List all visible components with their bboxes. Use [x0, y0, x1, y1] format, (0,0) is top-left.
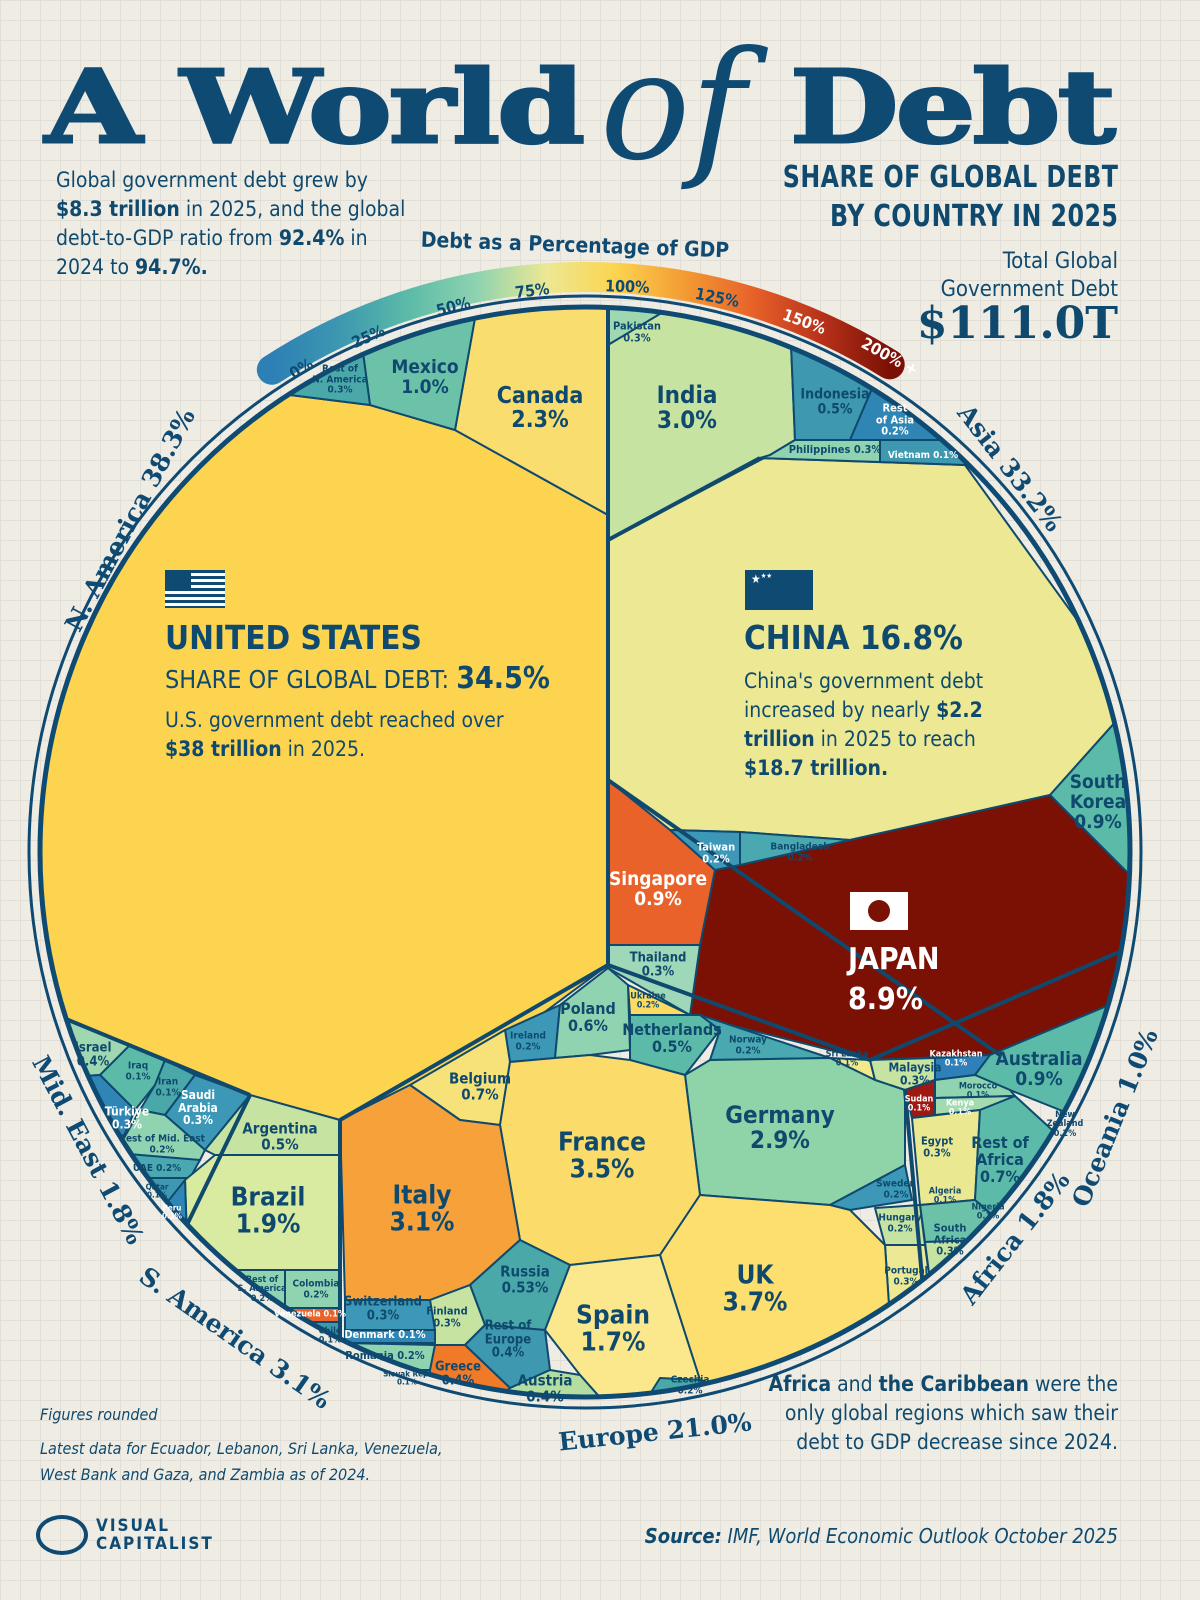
- label-vietnam: Vietnam 0.1%: [887, 449, 959, 461]
- label-iran: Iran 0.1%: [155, 1076, 181, 1098]
- cell-austria: [474, 1369, 621, 1395]
- label-taiwan: Taiwan 0.2%: [696, 840, 736, 865]
- label-slovak-rep-: Slovak Rep. 0.1%: [383, 1369, 431, 1387]
- japan-label: JAPAN 8.9%: [848, 942, 940, 1017]
- label-india: India 3.0%: [656, 380, 718, 434]
- label-italy: Italy 3.1%: [389, 1180, 455, 1238]
- label-netherlands: Netherlands 0.5%: [622, 1020, 722, 1056]
- label-greece: Greece 0.4%: [434, 1359, 482, 1388]
- label-iraq: Iraq 0.1%: [125, 1060, 151, 1082]
- brand-logo: VISUAL CAPITALIST: [36, 1515, 214, 1555]
- label-nigeria: Nigeria 0.1%: [971, 1202, 1005, 1222]
- label-rest-of-mid-east: Rest of Mid. East 0.2%: [119, 1133, 205, 1155]
- label-rest-of-africa: Rest of Africa 0.7%: [971, 1132, 1029, 1186]
- label-israel: Israel 0.4%: [74, 1040, 112, 1069]
- label-hungary: Hungary 0.2%: [878, 1212, 922, 1234]
- legend-color-scale: [256, 262, 905, 385]
- label-canada: Canada 2.3%: [496, 382, 584, 433]
- label-algeria: Algeria 0.1%: [928, 1186, 962, 1206]
- label-ukraine: Ukraine 0.2%: [630, 991, 666, 1011]
- intro-text: Global government debt grew by $8.3 tril…: [56, 168, 406, 279]
- label-colombia: Colombia 0.2%: [292, 1278, 340, 1300]
- label-saudi-arabia: Saudi Arabia 0.3%: [178, 1088, 218, 1128]
- label-rest-of-s-america: Rest of S. America 0.2%: [237, 1274, 287, 1304]
- label-argentina: Argentina 0.5%: [242, 1119, 318, 1153]
- label-spain: Spain 1.7%: [575, 1300, 651, 1358]
- us-flag-icon: [165, 570, 225, 608]
- source: Source: IMF, World Economic Outlook Octo…: [644, 1524, 1118, 1548]
- label-singapore: Singapore 0.9%: [608, 868, 708, 910]
- japan-flag-icon: [850, 892, 908, 930]
- label-egypt: Egypt 0.3%: [920, 1134, 954, 1159]
- label-morocco: Morocco 0.1%: [958, 1081, 998, 1101]
- label-t-rkiye: Türkiye 0.3%: [104, 1104, 150, 1131]
- us-label: UNITED STATES SHARE OF GLOBAL DEBT: 34.5…: [165, 618, 550, 761]
- label-australia: Australia 0.9%: [995, 1048, 1083, 1090]
- legend-tick: 100%: [604, 276, 650, 298]
- label-romania: Romania 0.2%: [345, 1349, 425, 1363]
- total-label: Total Global Government Debt: [940, 249, 1118, 302]
- label-uae: UAE 0.2%: [132, 1162, 182, 1174]
- label-kazakhstan: Kazakhstan 0.1%: [929, 1049, 983, 1069]
- label-uk: UK 3.7%: [722, 1260, 788, 1318]
- callout-text: Africa and the Caribbean were the only g…: [768, 1372, 1119, 1454]
- region-divider: [606, 778, 1002, 1057]
- label-philippines: Philippines 0.3%: [788, 443, 882, 457]
- title-part1: A World: [43, 47, 587, 168]
- label-bangladesh: Bangladesh 0.2%: [770, 841, 830, 863]
- label-ireland: Ireland 0.2%: [510, 1030, 546, 1052]
- label-venezuela: Venezuela 0.1%: [273, 1309, 347, 1320]
- cell-south-korea: [1049, 699, 1128, 901]
- label-czechia: Czechia 0.2%: [670, 1374, 710, 1396]
- circle-outer-ring: [27, 294, 1143, 1410]
- total-value: $111.0T: [916, 298, 1118, 349]
- label-norway: Norway 0.2%: [728, 1034, 768, 1056]
- label-russia: Russia 0.53%: [500, 1262, 550, 1296]
- subtitle: SHARE OF GLOBAL DEBT BY COUNTRY IN 2025: [782, 160, 1118, 234]
- label-indonesia: Indonesia 0.5%: [800, 386, 870, 417]
- label-poland: Poland 0.6%: [560, 999, 616, 1035]
- label-malaysia: Malaysia 0.3%: [888, 1060, 942, 1087]
- label-sudan: Sudan 0.1%: [904, 1094, 934, 1114]
- label-sweden: Sweden 0.2%: [876, 1178, 916, 1200]
- label-thailand: Thailand 0.3%: [629, 950, 687, 979]
- label-pakistan: Pakistan 0.3%: [613, 319, 661, 344]
- circle-border: [37, 304, 1133, 1400]
- label-germany: Germany 2.9%: [725, 1100, 835, 1154]
- label-austria: Austria 0.4%: [517, 1371, 573, 1405]
- footnote-latest-data: Latest data for Ecuador, Lebanon, Sri La…: [40, 1439, 443, 1484]
- label-france: France 3.5%: [557, 1127, 647, 1185]
- label-mexico: Mexico 1.0%: [391, 356, 459, 398]
- cell-bangladesh: [739, 831, 851, 866]
- china-label: CHINA 16.8% China's government debt incr…: [744, 618, 984, 780]
- label-peru: Peru 0.1%: [162, 1203, 182, 1221]
- label-rest-of-europe: Rest of Europe 0.4%: [484, 1318, 532, 1361]
- label-qatar: Qatar 0.1%: [145, 1182, 169, 1200]
- label-switzerland: Switzerland 0.3%: [344, 1294, 422, 1323]
- label-new-zealand: New Zealand 0.2%: [1046, 1109, 1084, 1139]
- label-chile: Chile 0.1%: [318, 1326, 342, 1346]
- logo-icon: [36, 1515, 88, 1555]
- region-divider: [607, 456, 761, 542]
- label-belgium: Belgium 0.7%: [448, 1069, 512, 1103]
- region-divider: [607, 963, 871, 1062]
- label-rest-of-asia: Rest of Asia 0.2%: [875, 401, 915, 438]
- footnote-rounded: Figures rounded: [40, 1405, 158, 1424]
- region-divider: [338, 963, 610, 1122]
- cell-netherlands: [629, 1014, 721, 1076]
- title-of: of: [600, 20, 746, 194]
- label-portugal: Portugal 0.3%: [884, 1265, 928, 1287]
- label-south-africa: South Africa 0.3%: [933, 1221, 967, 1258]
- label-rest-of-n-america: Rest of N. America 0.3%: [312, 363, 368, 396]
- title-part2: Debt: [788, 47, 1117, 168]
- label-south-korea: South Korea 0.9%: [1069, 771, 1127, 833]
- china-flag-icon: ★★★: [745, 570, 813, 610]
- label-denmark: Denmark 0.1%: [344, 1328, 426, 1342]
- label-kenya: Kenya 0.1%: [945, 1098, 975, 1118]
- label-brazil: Brazil 1.9%: [230, 1182, 306, 1240]
- label-finland: Finland 0.3%: [426, 1304, 468, 1329]
- label-sri-lanka: Sri Lanka 0.1%: [825, 1049, 869, 1069]
